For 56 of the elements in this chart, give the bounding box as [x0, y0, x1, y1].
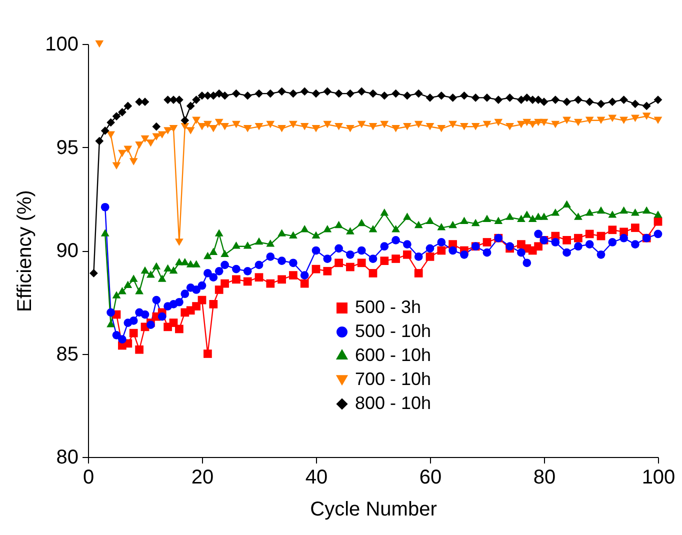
point	[209, 300, 218, 308]
point	[357, 258, 366, 268]
point	[596, 232, 606, 240]
point	[403, 250, 412, 259]
point	[198, 296, 206, 304]
point	[482, 238, 492, 246]
point	[346, 262, 354, 272]
point	[334, 258, 343, 268]
legend-label: 500 - 3h	[355, 297, 422, 317]
point	[254, 273, 264, 282]
y-tick-label: 100	[45, 34, 78, 56]
point	[392, 254, 400, 263]
y-tick-label: 95	[56, 136, 78, 159]
point	[574, 234, 582, 242]
point	[608, 226, 617, 234]
point	[426, 252, 434, 261]
legend-label: 700 - 10h	[355, 369, 432, 389]
point	[534, 242, 542, 251]
point	[204, 350, 212, 358]
point	[368, 269, 378, 278]
point	[380, 256, 389, 266]
point	[214, 286, 224, 294]
point	[289, 271, 298, 280]
point	[135, 345, 144, 354]
y-tick-label: 90	[56, 240, 78, 262]
y-tick-label: 80	[56, 446, 78, 468]
point	[300, 279, 309, 288]
point	[654, 217, 662, 226]
y-tick-label: 85	[56, 343, 78, 366]
x-axis-title: Cycle Number	[310, 498, 438, 520]
point	[312, 264, 320, 274]
point	[232, 275, 240, 284]
point	[562, 236, 571, 244]
x-tick-label: 60	[419, 466, 442, 488]
point	[175, 324, 184, 334]
x-tick-label: 100	[642, 466, 676, 488]
point	[437, 246, 446, 255]
point	[220, 279, 229, 288]
point	[243, 277, 252, 286]
x-tick-label: 0	[82, 466, 94, 488]
point	[585, 230, 594, 238]
y-axis-title: Efficiency (%)	[14, 190, 36, 312]
point	[414, 269, 423, 278]
x-tick-label: 20	[191, 466, 214, 488]
point	[169, 318, 178, 327]
x-tick-label: 80	[533, 466, 556, 488]
point	[129, 328, 138, 338]
point	[192, 302, 200, 310]
point	[631, 224, 640, 232]
point	[278, 275, 286, 284]
point	[266, 279, 275, 288]
x-tick-label: 40	[305, 466, 328, 488]
legend-label: 800 - 10h	[355, 393, 432, 413]
point	[323, 266, 332, 276]
legend-label: 500 - 10h	[355, 321, 432, 341]
legend-label: 600 - 10h	[355, 345, 432, 365]
